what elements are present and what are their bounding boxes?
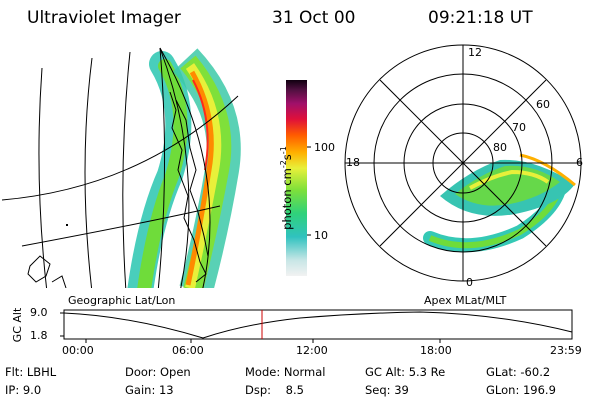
flt-label: Flt: xyxy=(5,365,24,379)
xtick-1200: 12:00 xyxy=(296,344,328,357)
xtick-1800: 18:00 xyxy=(420,344,452,357)
colorbar-label-exp1: -2 xyxy=(279,160,288,169)
timeline-frame xyxy=(63,309,573,340)
flt-value: LBHL xyxy=(26,365,57,379)
status-mode: Mode: Normal xyxy=(245,365,325,379)
date-label: 31 Oct 00 xyxy=(272,8,356,28)
colorbar-label-base: photon cm xyxy=(279,168,294,230)
seq-label: Seq: xyxy=(365,383,391,397)
xtick-0600: 06:00 xyxy=(172,344,204,357)
mlt-label-18: 18 xyxy=(346,156,360,169)
lat-label-60: 60 xyxy=(536,98,550,111)
gain-label: Gain: xyxy=(125,383,156,397)
status-ip: IP: 9.0 xyxy=(5,383,41,397)
dsp-label: Dsp: xyxy=(245,383,272,397)
gcalt-value: 5.3 Re xyxy=(408,365,446,379)
glat-label: GLat: xyxy=(486,365,517,379)
mlt-label-0: 0 xyxy=(466,276,473,289)
lat-label-80: 80 xyxy=(493,141,507,154)
dsp-value: 8.5 xyxy=(285,383,304,397)
status-door: Door: Open xyxy=(125,365,191,379)
mlt-label-6: 6 xyxy=(576,156,583,169)
colorbar-tick-10: 10 xyxy=(314,229,328,242)
geographic-caption: Geographic Lat/Lon xyxy=(68,294,176,307)
gain-value: 13 xyxy=(158,383,174,397)
aurora-outer-band xyxy=(127,51,192,288)
status-glon: GLon: 196.9 xyxy=(486,383,556,397)
status-gain: Gain: 13 xyxy=(125,383,174,397)
polar-plot xyxy=(344,44,582,282)
ytick-9: 9.0 xyxy=(30,306,48,319)
ip-value: 9.0 xyxy=(22,383,42,397)
timeline-ylabel: GC Alt xyxy=(11,307,24,343)
glon-label: GLon: xyxy=(486,383,520,397)
ytick-1-8: 1.8 xyxy=(30,329,48,342)
glon-value: 196.9 xyxy=(522,383,556,397)
status-gcalt: GC Alt: 5.3 Re xyxy=(365,365,445,379)
colorbar-label: photon cm-2s-1 xyxy=(279,108,294,268)
mode-label: Mode: xyxy=(245,365,281,379)
apex-caption: Apex MLat/MLT xyxy=(424,294,507,307)
instrument-title: Ultraviolet Imager xyxy=(27,8,181,28)
aurora-main-oval xyxy=(172,48,241,288)
status-glat: GLat: -60.2 xyxy=(486,365,550,379)
status-flt: Flt: LBHL xyxy=(5,365,56,379)
colorbar-tick-100: 100 xyxy=(314,141,335,154)
door-label: Door: xyxy=(125,365,157,379)
xtick-2359: 23:59 xyxy=(550,344,582,357)
seq-value: 39 xyxy=(394,383,409,397)
door-value: Open xyxy=(159,365,191,379)
altitude-curve xyxy=(63,311,573,339)
colorbar-label-exp2: -1 xyxy=(279,146,288,155)
mode-value: Normal xyxy=(283,365,326,379)
glat-value: -60.2 xyxy=(520,365,551,379)
ip-label: IP: xyxy=(5,383,20,397)
time-label: 09:21:18 UT xyxy=(428,8,533,28)
status-seq: Seq: 39 xyxy=(365,383,409,397)
xtick-0000: 00:00 xyxy=(62,344,94,357)
gcalt-label: GC Alt: xyxy=(365,365,406,379)
colorbar-label-mid: s xyxy=(279,154,294,161)
status-dsp: Dsp: 8.5 xyxy=(245,383,304,397)
lat-label-70: 70 xyxy=(512,121,526,134)
mlt-label-12: 12 xyxy=(468,46,482,59)
